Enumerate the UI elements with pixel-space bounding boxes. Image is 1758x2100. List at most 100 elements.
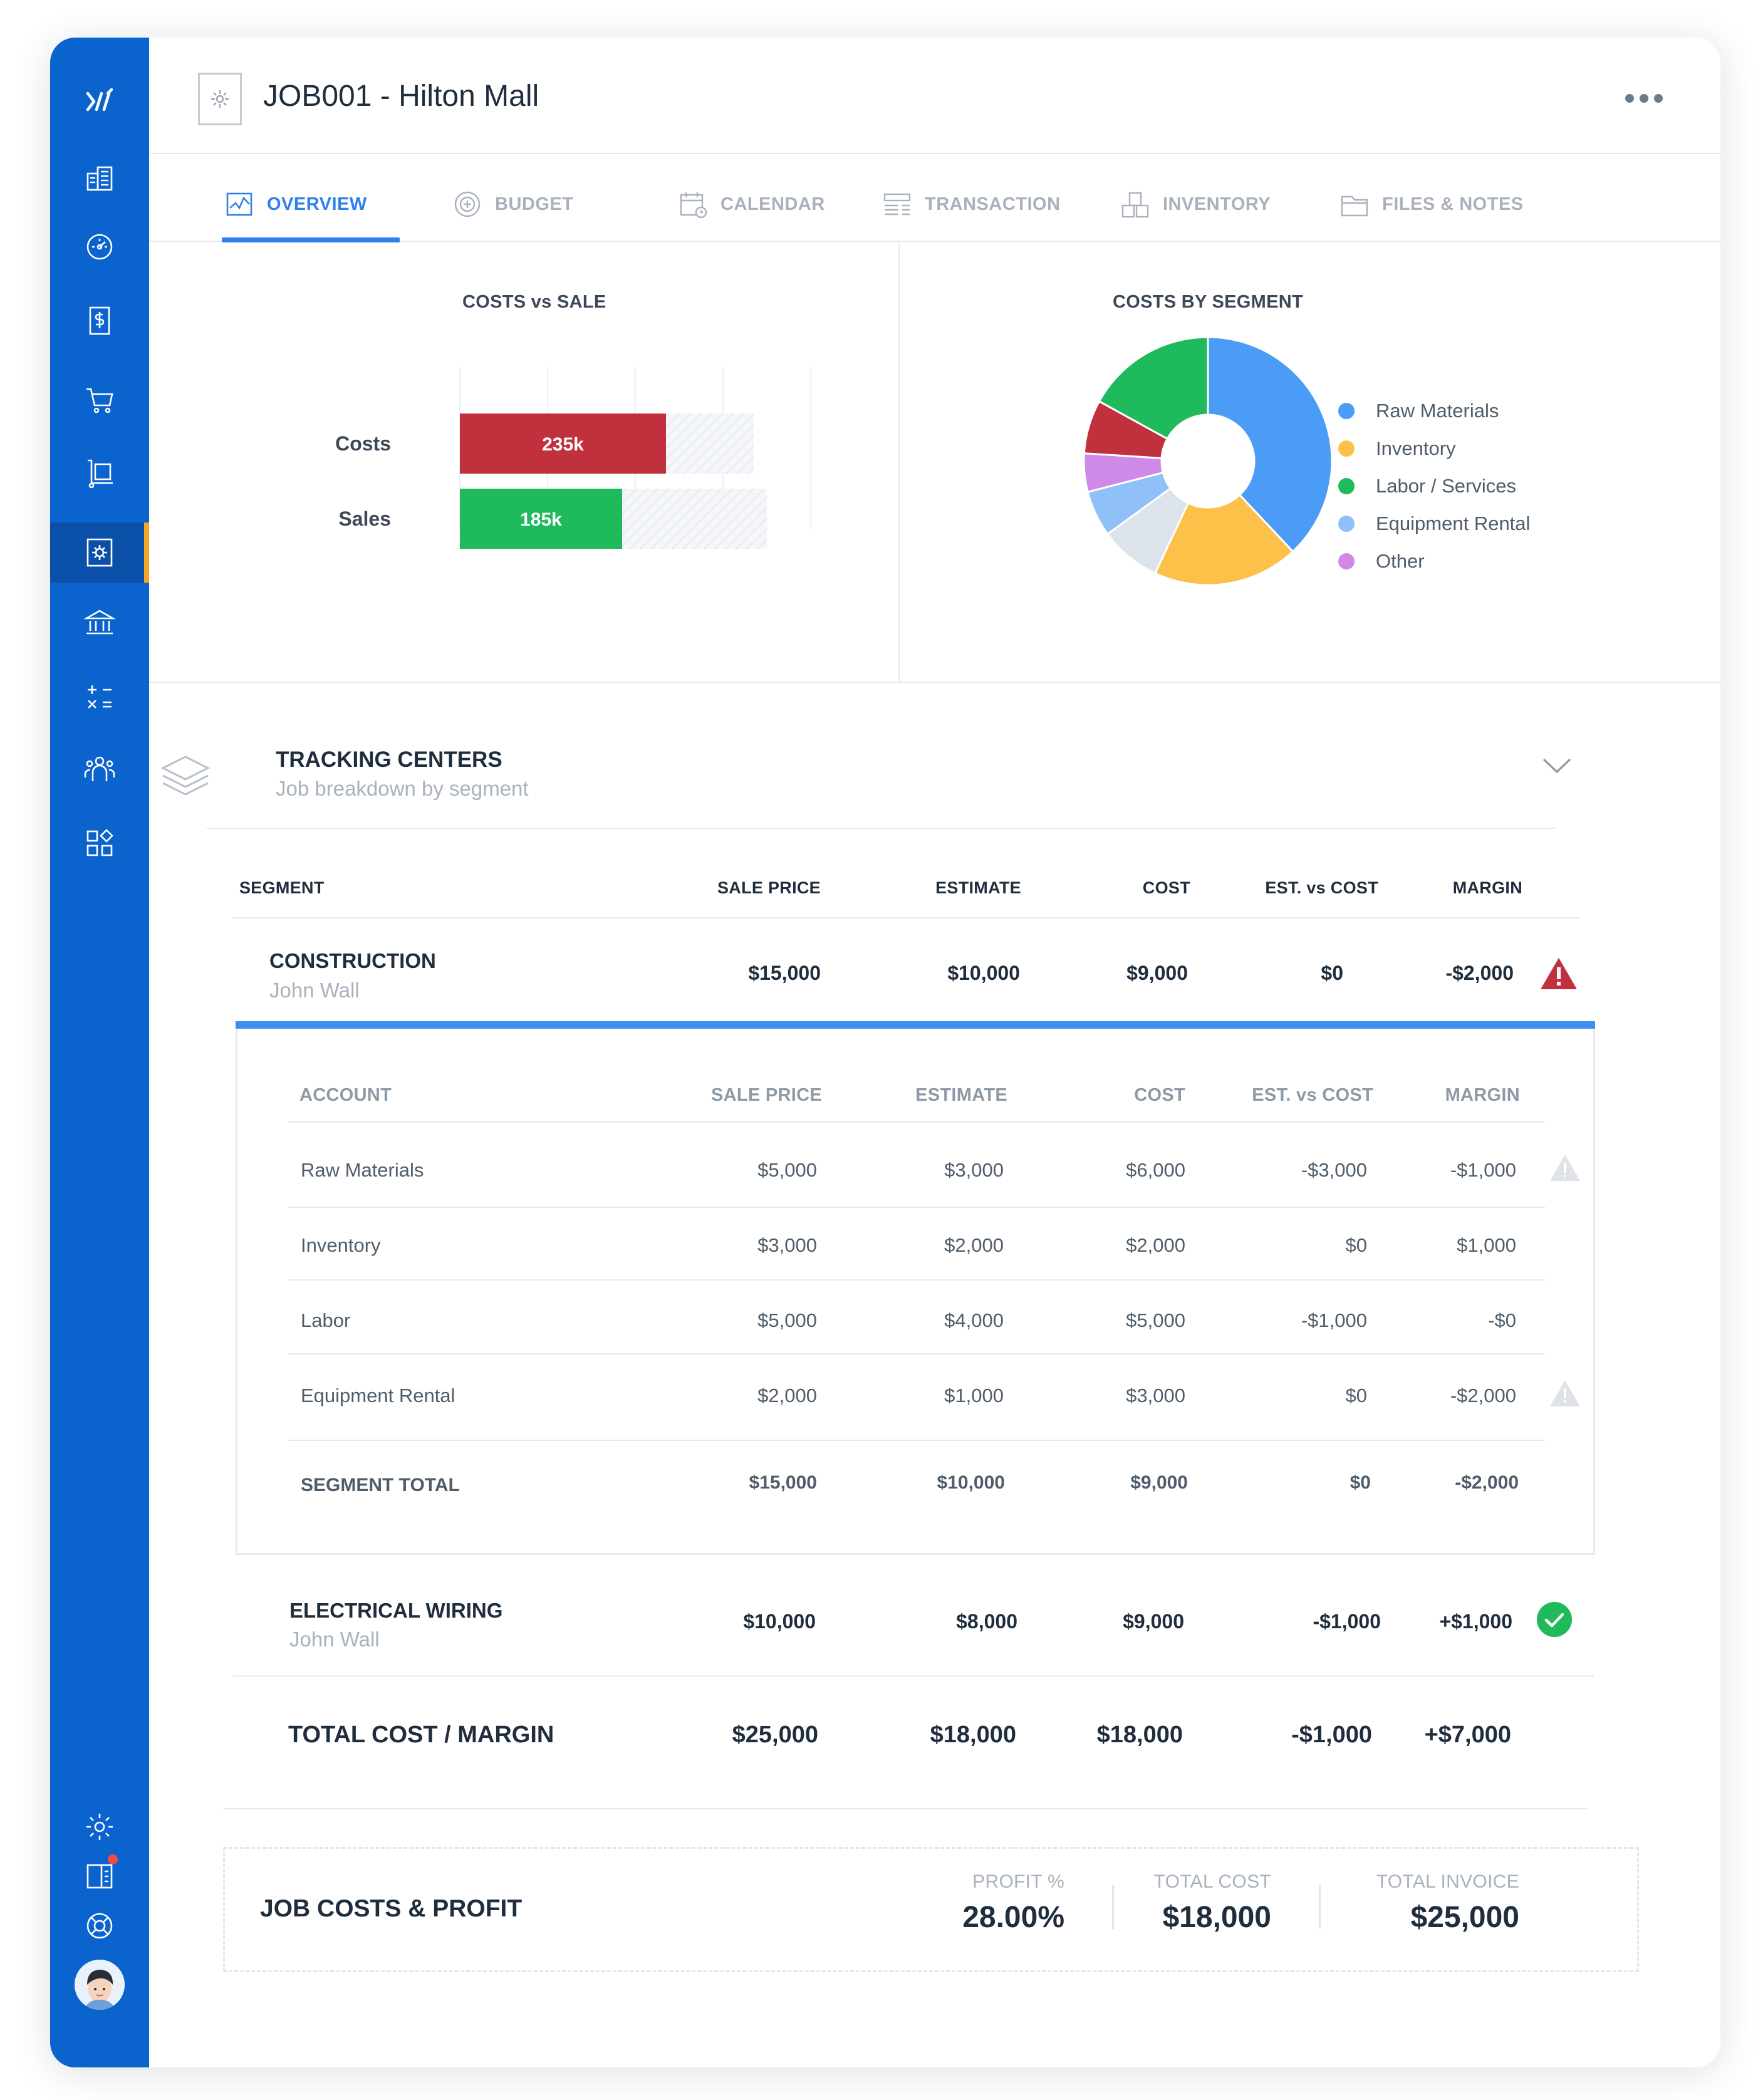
segment-est-vs-cost: $0 bbox=[1321, 962, 1343, 984]
account-margin: -$0 bbox=[1488, 1309, 1516, 1331]
costs-by-segment-chart bbox=[1083, 336, 1333, 586]
bar-value-label: 235k bbox=[542, 434, 584, 455]
legend-item: Labor / Services bbox=[1338, 467, 1530, 505]
settings-icon[interactable] bbox=[50, 1797, 149, 1857]
warning-icon bbox=[1548, 1378, 1582, 1411]
legend-item: Other bbox=[1338, 543, 1530, 580]
account-est-vs-cost: -$3,000 bbox=[1301, 1159, 1367, 1181]
account-sale-price: $3,000 bbox=[757, 1234, 817, 1256]
total-margin: -$2,000 bbox=[1455, 1472, 1519, 1493]
buildings-icon[interactable] bbox=[50, 148, 149, 208]
bar-category-label: Sales bbox=[338, 507, 391, 530]
tab-inventory-label: INVENTORY bbox=[1163, 194, 1271, 214]
legend-label: Inventory bbox=[1376, 437, 1456, 459]
legend-item: Inventory bbox=[1338, 430, 1530, 467]
job-gear-icon[interactable] bbox=[50, 522, 149, 583]
job-costs-profit-panel: JOB COSTS & PROFIT PROFIT % 28.00% TOTAL… bbox=[223, 1847, 1639, 1972]
segment-est-vs-cost: -$1,000 bbox=[1313, 1610, 1381, 1633]
user-avatar[interactable] bbox=[75, 1960, 125, 2010]
legend-label: Other bbox=[1376, 550, 1425, 572]
account-cost: $2,000 bbox=[1126, 1234, 1185, 1256]
col-header-segment: SEGMENT bbox=[239, 878, 325, 897]
bar-costs[interactable] bbox=[460, 413, 666, 474]
notifications-book-icon[interactable] bbox=[50, 1846, 149, 1906]
calculator-icon[interactable] bbox=[50, 667, 149, 727]
sub-header-margin: MARGIN bbox=[1445, 1085, 1520, 1105]
dashboard-gauge-icon[interactable] bbox=[50, 217, 149, 277]
bar-sales[interactable] bbox=[460, 489, 622, 549]
tab-files-notes[interactable]: FILES & NOTES bbox=[1339, 185, 1524, 223]
bank-icon[interactable] bbox=[50, 593, 149, 653]
legend-label: Labor / Services bbox=[1376, 475, 1516, 497]
transaction-icon bbox=[883, 193, 911, 216]
inventory-icon bbox=[1121, 192, 1149, 218]
col-header-margin: MARGIN bbox=[1452, 878, 1522, 897]
apps-grid-icon[interactable] bbox=[50, 813, 149, 873]
grand-total-cost: $18,000 bbox=[1096, 1722, 1183, 1748]
gear-icon bbox=[198, 73, 242, 125]
grand-total-estimate: $18,000 bbox=[930, 1722, 1016, 1748]
grand-total-label: TOTAL COST / MARGIN bbox=[288, 1722, 554, 1748]
hand-truck-icon[interactable] bbox=[50, 444, 149, 504]
pie-legend: Raw Materials Inventory Labor / Services… bbox=[1338, 392, 1530, 580]
tab-budget[interactable]: BUDGET bbox=[452, 185, 573, 223]
legend-dot bbox=[1338, 478, 1355, 494]
segment-estimate: $10,000 bbox=[947, 962, 1020, 984]
summary-separator bbox=[1112, 1885, 1114, 1929]
row-divider bbox=[288, 1207, 1545, 1208]
notification-badge bbox=[108, 1854, 118, 1864]
costs-vs-sale-chart: Costs 235k Sales 185k bbox=[335, 367, 811, 549]
total-sale-price: $15,000 bbox=[749, 1472, 817, 1493]
tracking-subtitle: Job breakdown by segment bbox=[276, 777, 529, 800]
account-estimate: $3,000 bbox=[944, 1159, 1004, 1181]
segment-breakdown-panel bbox=[236, 1021, 1595, 1555]
total-cost-label: TOTAL COST bbox=[1153, 1871, 1271, 1892]
tab-calendar-label: CALENDAR bbox=[720, 194, 825, 214]
profit-percent-label: PROFIT % bbox=[972, 1871, 1064, 1892]
logo-icon[interactable] bbox=[50, 71, 149, 132]
account-name: Raw Materials bbox=[301, 1159, 424, 1181]
main-content: JOB001 - Hilton Mall OVERVIEW BUDGET CAL… bbox=[149, 38, 1720, 2067]
pie-slice[interactable] bbox=[1207, 336, 1333, 553]
segment-cost: $9,000 bbox=[1126, 962, 1188, 984]
folder-icon bbox=[1341, 195, 1368, 217]
tab-transaction[interactable]: TRANSACTION bbox=[882, 185, 1061, 223]
more-dots-icon[interactable] bbox=[1625, 94, 1663, 103]
tab-bar: OVERVIEW BUDGET CALENDAR TRANSACTION INV… bbox=[149, 154, 1720, 242]
tab-calendar[interactable]: CALENDAR bbox=[678, 185, 825, 223]
team-icon[interactable] bbox=[50, 739, 149, 799]
tab-inventory[interactable]: INVENTORY bbox=[1120, 185, 1271, 223]
help-lifebuoy-icon[interactable] bbox=[50, 1896, 149, 1956]
account-estimate: $1,000 bbox=[944, 1385, 1004, 1406]
legend-dot bbox=[1338, 553, 1355, 569]
row-divider bbox=[288, 1353, 1545, 1354]
grand-total-margin: +$7,000 bbox=[1424, 1722, 1511, 1748]
segment-estimate: $8,000 bbox=[956, 1610, 1017, 1633]
tab-budget-label: BUDGET bbox=[495, 194, 574, 214]
layers-icon bbox=[159, 751, 212, 806]
warning-icon bbox=[1548, 1153, 1582, 1186]
tab-overview[interactable]: OVERVIEW bbox=[224, 185, 367, 223]
account-name: Equipment Rental bbox=[301, 1385, 455, 1406]
account-sale-price: $5,000 bbox=[757, 1309, 817, 1331]
segment-cost: $9,000 bbox=[1123, 1610, 1184, 1633]
account-est-vs-cost: -$1,000 bbox=[1301, 1309, 1367, 1331]
account-est-vs-cost: $0 bbox=[1345, 1234, 1367, 1256]
pie-slice[interactable] bbox=[1153, 493, 1294, 586]
total-cost-value: $18,000 bbox=[1162, 1901, 1271, 1934]
row-divider bbox=[288, 1279, 1545, 1281]
dollar-document-icon[interactable] bbox=[50, 291, 149, 351]
shopping-cart-icon[interactable] bbox=[50, 370, 149, 430]
section-divider bbox=[207, 828, 1555, 829]
account-cost: $6,000 bbox=[1126, 1159, 1185, 1181]
tab-files-notes-label: FILES & NOTES bbox=[1382, 194, 1524, 214]
page-title: JOB001 - Hilton Mall bbox=[263, 80, 539, 113]
chevron-down-icon[interactable] bbox=[1541, 756, 1573, 777]
charts-section: COSTS vs SALE Costs 235k Sales 185k COSTS B… bbox=[149, 242, 1720, 683]
col-header-estimate: ESTIMATE bbox=[935, 878, 1021, 897]
grand-total-sale-price: $25,000 bbox=[732, 1722, 818, 1748]
account-est-vs-cost: $0 bbox=[1345, 1385, 1367, 1406]
legend-dot bbox=[1338, 403, 1355, 419]
tab-transaction-label: TRANSACTION bbox=[925, 194, 1061, 214]
pie-slice[interactable] bbox=[1098, 336, 1209, 440]
